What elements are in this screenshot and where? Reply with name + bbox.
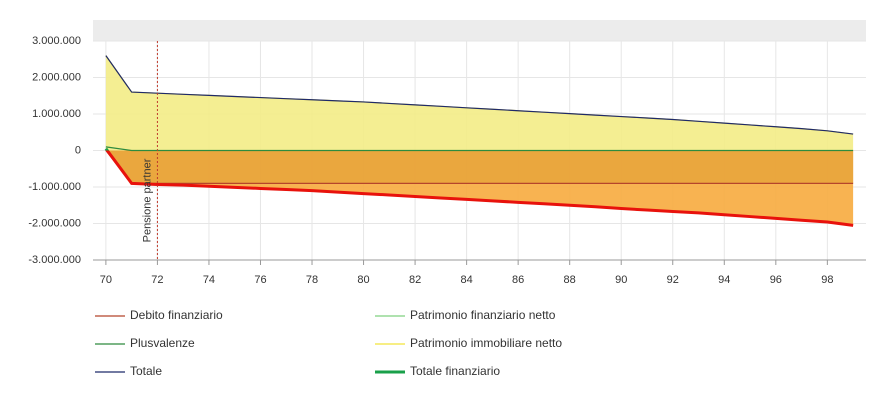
y-tick-label: 2.000.000 <box>32 71 81 83</box>
legend-label: Totale finanziario <box>410 364 500 378</box>
x-tick-label: 70 <box>100 274 112 286</box>
x-tick-label: 98 <box>821 274 833 286</box>
y-tick-label: 3.000.000 <box>32 35 81 47</box>
plot-header-band <box>93 20 866 41</box>
x-tick-label: 94 <box>718 274 730 286</box>
x-tick-label: 80 <box>357 274 369 286</box>
series-line <box>104 147 854 227</box>
legend-label: Patrimonio immobiliare netto <box>410 336 562 350</box>
x-tick-label: 76 <box>254 274 266 286</box>
x-tick-label: 78 <box>306 274 318 286</box>
y-tick-label: -1.000.000 <box>28 181 81 193</box>
x-tick-label: 90 <box>615 274 627 286</box>
x-tick-label: 96 <box>770 274 782 286</box>
x-tick-label: 72 <box>151 274 163 286</box>
x-tick-label: 88 <box>564 274 576 286</box>
x-tick-label: 86 <box>512 274 524 286</box>
x-tick-label: 82 <box>409 274 421 286</box>
series-line <box>105 146 854 152</box>
legend-label: Plusvalenze <box>130 336 195 350</box>
legend-label: Debito finanziario <box>130 308 223 322</box>
series-line <box>105 150 854 184</box>
x-tick-label: 84 <box>460 274 472 286</box>
annotation-label: Pensione partner <box>141 158 153 242</box>
legend-label: Totale <box>130 364 162 378</box>
legend-label: Patrimonio finanziario netto <box>410 308 556 322</box>
x-tick-label: 92 <box>667 274 679 286</box>
y-tick-label: -3.000.000 <box>28 254 81 266</box>
y-tick-label: -2.000.000 <box>28 217 81 229</box>
y-tick-label: 1.000.000 <box>32 108 81 120</box>
series-line <box>105 55 854 135</box>
x-tick-label: 74 <box>203 274 215 286</box>
series-area <box>105 55 854 151</box>
series-area <box>105 150 854 184</box>
y-tick-label: 0 <box>75 144 81 156</box>
